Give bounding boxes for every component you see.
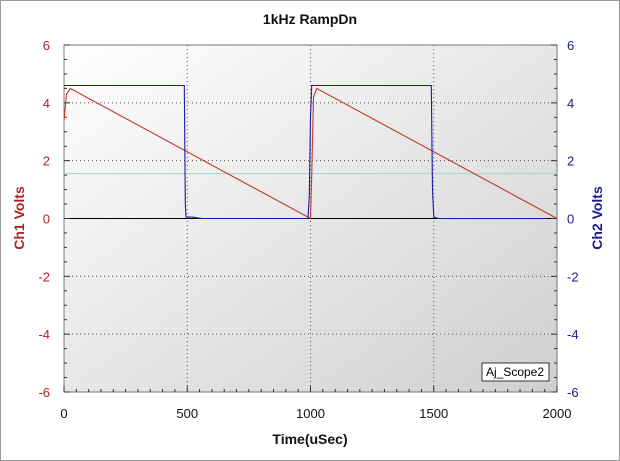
series-line-ch2 <box>64 84 548 220</box>
x-tick-labels: 0 500 1000 1500 2000 <box>60 406 571 421</box>
x-tick-label-3: 1500 <box>419 406 448 421</box>
watermark-label: Aj_Scope2 <box>486 365 544 379</box>
left-tick-label-3: 0 <box>43 212 50 227</box>
left-tick-label-0: 6 <box>43 38 50 53</box>
x-tick-label-2: 1000 <box>296 406 325 421</box>
left-axis-title: Ch1 Volts <box>11 186 27 250</box>
left-tick-label-5: -4 <box>38 327 50 342</box>
right-tick-label-1: 4 <box>567 96 574 111</box>
x-tick-label-0: 0 <box>60 406 67 421</box>
right-tick-label-2: 2 <box>567 154 574 169</box>
right-tick-label-6: -6 <box>567 385 579 400</box>
right-axis-title: Ch2 Volts <box>589 186 605 250</box>
x-tick-label-1: 500 <box>176 406 198 421</box>
x-axis-title: Time(uSec) <box>272 431 347 447</box>
left-tick-label-6: -6 <box>38 385 50 400</box>
series-group <box>64 84 557 220</box>
right-tick-labels: 6 4 2 0 -2 -4 -6 <box>567 38 579 400</box>
right-tick-label-0: 6 <box>567 38 574 53</box>
x-tick-label-4: 2000 <box>543 406 572 421</box>
left-tick-label-4: -2 <box>38 269 50 284</box>
left-tick-label-2: 2 <box>43 154 50 169</box>
left-tick-labels: 6 4 2 0 -2 -4 -6 <box>38 38 50 400</box>
chart-title: 1kHz RampDn <box>263 11 357 27</box>
left-tick-label-1: 4 <box>43 96 50 111</box>
minor-ticks <box>63 44 558 393</box>
series-line-ch1 <box>64 87 557 220</box>
right-tick-label-4: -2 <box>567 269 579 284</box>
watermark-box: Aj_Scope2 <box>481 362 550 382</box>
right-tick-label-5: -4 <box>567 327 579 342</box>
right-tick-label-3: 0 <box>567 212 574 227</box>
